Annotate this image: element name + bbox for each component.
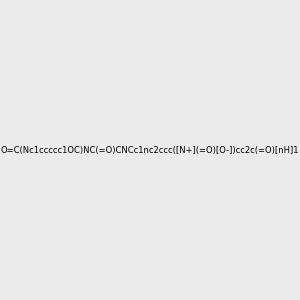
- Text: O=C(Nc1ccccc1OC)NC(=O)CNCc1nc2ccc([N+](=O)[O-])cc2c(=O)[nH]1: O=C(Nc1ccccc1OC)NC(=O)CNCc1nc2ccc([N+](=…: [1, 146, 299, 154]
